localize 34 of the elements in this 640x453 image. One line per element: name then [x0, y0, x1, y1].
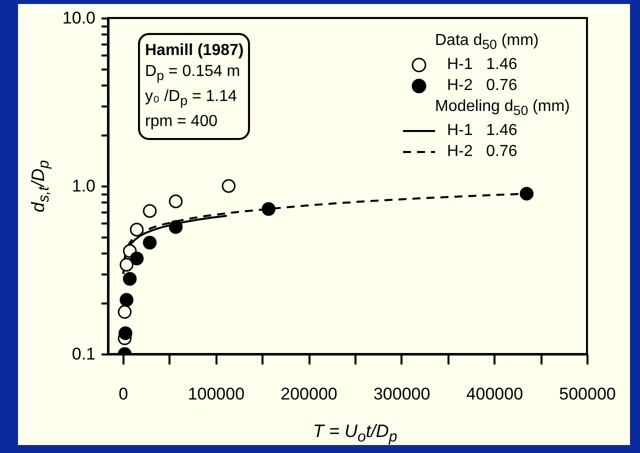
point	[520, 186, 534, 201]
annotation: rpm = 400	[145, 112, 218, 132]
point	[168, 220, 183, 234]
point	[262, 202, 276, 216]
point	[168, 194, 183, 208]
y-tick-label: 1.0	[72, 176, 96, 196]
legend-label: H-2 0.76	[447, 76, 518, 94]
point	[122, 272, 137, 286]
x-tick-label: 200000	[280, 384, 338, 404]
legend-label: H-1 1.46	[447, 56, 518, 74]
x-tick-label: 100000	[188, 384, 245, 404]
point	[130, 222, 144, 236]
annotation: Modeling d$_{50}$ (mm)	[435, 98, 570, 118]
point	[118, 305, 132, 319]
x-tick-label: 300000	[373, 384, 430, 404]
point	[142, 236, 157, 250]
y-tick-label: 0.1	[72, 344, 96, 364]
point	[130, 252, 144, 266]
point	[120, 293, 134, 307]
legend-label: H-1 1.46	[447, 122, 518, 140]
annotation: Hamill (1987)	[145, 41, 244, 61]
x-tick-label: 500000	[559, 384, 616, 404]
annotation: y₀ /D$_{p}$ = 1.14	[145, 87, 238, 110]
annotation: D$_{p}$ = 0.154 m	[145, 62, 242, 86]
point	[118, 326, 132, 340]
point	[120, 258, 134, 272]
x-tick-label: 400000	[466, 384, 524, 404]
x-tick-label: 0	[118, 384, 128, 404]
legend-title: Data d$_{50}$ (mm)	[435, 32, 539, 52]
x-axis-title: T = U$_{o}$t/D$_{p}$	[313, 421, 398, 446]
point	[222, 179, 236, 193]
point	[142, 204, 157, 218]
y-tick-label: 10.0	[62, 8, 96, 28]
legend-label: H-2 0.76	[447, 142, 518, 160]
